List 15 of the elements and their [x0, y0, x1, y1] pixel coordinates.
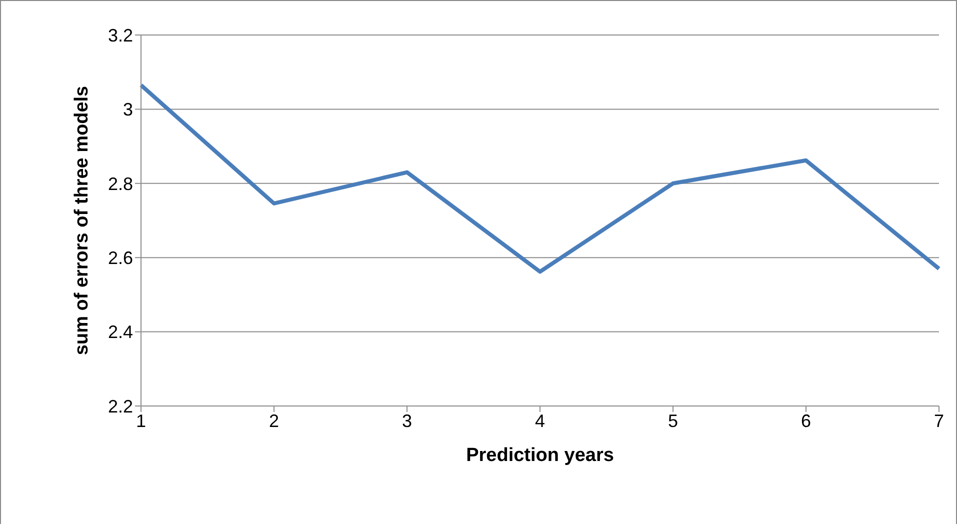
x-tick-label: 4	[534, 410, 546, 431]
x-tick-label: 6	[800, 410, 812, 431]
y-tick-label: 3	[122, 100, 133, 120]
y-tick-label: 2.2	[108, 396, 133, 416]
x-tick-label: 5	[668, 410, 678, 431]
x-tick-label: 1	[136, 410, 146, 431]
y-tick-label: 2.8	[108, 174, 133, 194]
x-tick-label: 7	[934, 410, 944, 431]
y-tick-label: 2.4	[108, 322, 133, 342]
y-tick-label: 3.2	[108, 25, 133, 46]
y-tick-label: 2.6	[108, 248, 133, 268]
x-tick-label: 2	[268, 410, 280, 431]
x-tick-label: 3	[402, 410, 412, 431]
y-axis-title: sum of errors of three models	[72, 86, 93, 356]
x-axis-title: Prediction years	[466, 445, 614, 466]
